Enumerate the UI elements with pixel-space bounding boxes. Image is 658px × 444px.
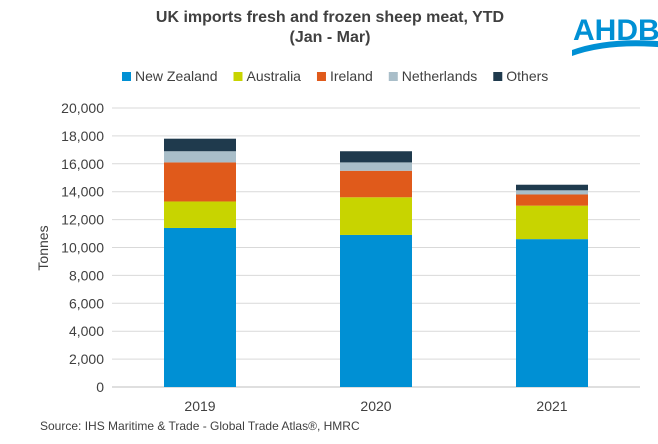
ahdb-logo: AHDB <box>572 14 658 56</box>
bar-segment <box>164 227 236 387</box>
y-tick-label: 20,000 <box>61 100 104 116</box>
y-tick-label: 8,000 <box>69 267 104 283</box>
source-note: Source: IHS Maritime & Trade - Global Tr… <box>40 419 360 433</box>
bar-segment <box>340 234 412 387</box>
bar-segment <box>340 151 412 163</box>
ahdb-logo-text: AHDB <box>573 14 658 47</box>
y-axis-ticks: 0 2,000 4,000 6,000 8,000 10,000 12,000 14,000 1… <box>61 100 104 395</box>
legend-swatch <box>493 72 503 81</box>
legend-label: New Zealand <box>135 68 218 84</box>
y-axis-label: Tonnes <box>35 225 51 270</box>
y-tick-label: 0 <box>96 379 104 395</box>
x-tick-label: 2020 <box>360 398 391 414</box>
legend: New Zealand Australia Ireland Netherlands Ot… <box>122 68 548 84</box>
y-tick-label: 14,000 <box>61 184 104 200</box>
bar-segment <box>516 194 588 206</box>
legend-label: Australia <box>247 68 302 84</box>
bar-segment <box>340 162 412 171</box>
bar-segment <box>164 138 236 152</box>
y-tick-label: 18,000 <box>61 128 104 144</box>
x-tick-label: 2021 <box>536 398 567 414</box>
legend-swatch <box>388 72 398 81</box>
y-tick-label: 12,000 <box>61 212 104 228</box>
bar-segment <box>164 162 236 202</box>
y-tick-label: 10,000 <box>61 240 104 256</box>
legend-swatch <box>122 72 131 81</box>
bar-segment <box>516 184 588 191</box>
y-tick-label: 2,000 <box>69 351 104 367</box>
legend-label: Ireland <box>330 68 373 84</box>
legend-swatch <box>316 72 326 81</box>
legend-label: Others <box>506 68 548 84</box>
chart-title: UK imports fresh and frozen sheep meat, … <box>130 8 530 48</box>
legend-label: Netherlands <box>402 68 478 84</box>
bar-segment <box>516 205 588 240</box>
chart-title-line2: (Jan - Mar) <box>289 29 371 46</box>
x-tick-label: 2019 <box>184 398 215 414</box>
bar-segment <box>164 201 236 228</box>
y-tick-label: 6,000 <box>69 295 104 311</box>
bar-segment <box>164 151 236 163</box>
bar-segment <box>340 197 412 235</box>
bar-segment <box>516 239 588 387</box>
bar-segment <box>516 190 588 195</box>
y-tick-label: 4,000 <box>69 323 104 339</box>
legend-swatch <box>233 72 243 81</box>
bars <box>164 138 588 387</box>
y-tick-label: 16,000 <box>61 156 104 172</box>
x-axis-ticks: 2019 2020 2021 <box>184 398 567 414</box>
chart-title-line1: UK imports fresh and frozen sheep meat, … <box>155 9 505 26</box>
bar-segment <box>340 170 412 198</box>
